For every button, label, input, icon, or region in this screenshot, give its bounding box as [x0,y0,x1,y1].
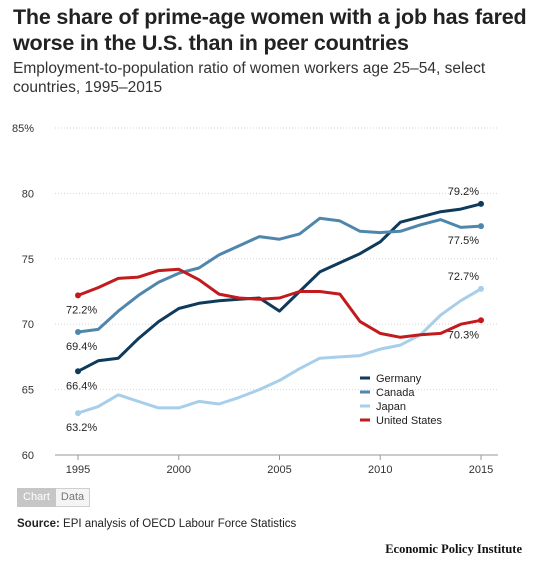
x-tick-label: 2015 [469,464,493,476]
legend-label: Canada [376,387,415,399]
data-label: 66.4% [66,380,97,392]
data-label: 72.2% [66,304,97,316]
series-line [76,287,483,415]
data-label: 69.4% [66,341,97,353]
series-endpoint [75,329,81,336]
series-line [76,216,483,334]
source-text: EPI analysis of OECD Labour Force Statis… [59,518,297,530]
series-endpoint [478,200,484,207]
y-tick-label: 85% [12,123,34,135]
data-label: 70.3% [448,329,479,341]
y-tick-label: 70 [22,319,34,331]
series-endpoint [75,410,81,417]
chart-title: The share of prime-age women with a job … [13,5,527,55]
tab-data[interactable]: Data [55,488,91,507]
data-label: 79.2% [448,186,479,198]
y-tick-label: 80 [22,188,34,200]
series-endpoint [478,223,484,230]
axes: 60 65 70 75 80 85% 1995 2000 2005 2010 2015 [12,123,493,476]
y-tick-label: 75 [22,254,34,266]
data-label: 63.2% [66,422,97,434]
x-tick-label: 2005 [267,464,291,476]
tab-chart[interactable]: Chart [17,488,56,507]
legend-label: United States [376,415,443,427]
chart-subtitle: Employment-to-population ratio of women … [13,60,486,96]
legend-label: Germany [376,373,422,385]
line-chart: 60 65 70 75 80 85% 1995 2000 2005 2010 2015 66.4% 7… [12,123,498,476]
y-tick-label: 60 [22,450,34,462]
series-group [75,200,484,417]
organization-name: Economic Policy Institute [385,542,522,556]
series-endpoint [478,317,484,324]
source-label: Source: [17,518,60,530]
x-tick-label: 2010 [368,464,392,476]
source-note: Source: EPI analysis of OECD Labour Forc… [17,518,296,530]
series-endpoint [75,368,81,375]
grid [55,127,498,456]
data-label: 77.5% [448,235,479,247]
legend-label: Japan [376,401,406,413]
view-tabs: Chart Data [17,488,91,507]
series-endpoint [478,285,484,292]
data-label: 72.7% [448,271,479,283]
x-tick-label: 2000 [167,464,191,476]
series-endpoint [75,292,81,299]
series-line [76,267,483,339]
x-tick-label: 1995 [66,464,90,476]
series-line [76,202,483,373]
legend: Germany Canada Japan United States [360,373,443,427]
y-tick-label: 65 [22,385,34,397]
data-labels: 66.4% 79.2% 69.4% 77.5% 63.2% 72.7% 72.2% 70.3% [66,186,479,434]
